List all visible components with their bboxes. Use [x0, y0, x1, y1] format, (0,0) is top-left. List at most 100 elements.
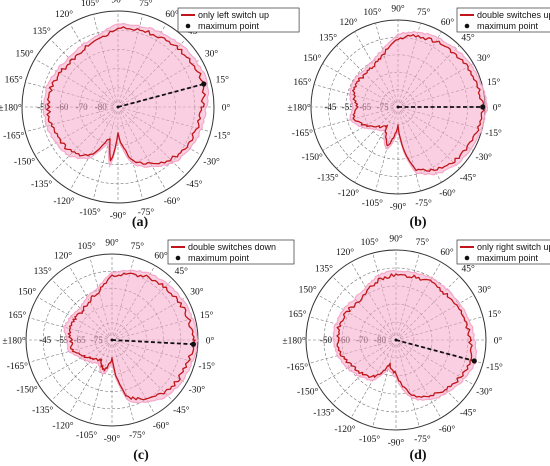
angle-tick-label: 120° — [336, 247, 354, 258]
angle-tick-label: 165° — [5, 75, 23, 86]
angle-tick-label: 135° — [33, 26, 51, 37]
legend-box — [177, 7, 300, 33]
pattern-envelope-fill — [63, 269, 200, 404]
polar-outer-ring — [305, 249, 487, 431]
maximum-direction-line — [111, 339, 194, 346]
angle-tick-label: 75° — [417, 7, 431, 18]
pattern-envelope-fill — [348, 30, 488, 176]
angle-tick-label: 0° — [206, 336, 215, 347]
polar-origin — [110, 338, 114, 342]
legend-box — [456, 7, 550, 33]
polar-panel-d: 0° 15° 30°45° 60° 75° 90° 105° 120°135° 150° 165°… — [282, 234, 550, 463]
legend-box — [167, 239, 295, 265]
angle-tick-label: -90° — [388, 438, 405, 449]
angle-tick-label: ±180° — [282, 336, 305, 347]
angle-tick-label: -105° — [76, 430, 97, 441]
angle-tick-label: 135° — [319, 32, 337, 43]
angle-tick-label: -135° — [313, 408, 334, 419]
angle-tick-label: 75° — [416, 237, 430, 248]
angle-tick-label: -90° — [110, 211, 127, 222]
angle-tick-label: 30° — [205, 49, 219, 60]
angle-tick-label: 75° — [131, 241, 145, 252]
angle-tick-label: 105° — [81, 0, 99, 9]
angle-tick-label: -30° — [203, 157, 220, 168]
panel-label: (d) — [409, 448, 426, 463]
angle-tick-label: -30° — [476, 387, 493, 398]
angle-tick-label: 105° — [363, 7, 381, 18]
angle-tick-label: -165° — [3, 130, 24, 141]
angle-tick-label: 90° — [105, 238, 119, 249]
polar-grid-spoke — [50, 278, 109, 337]
legend-box — [456, 239, 550, 265]
polar-grid-spoke — [89, 344, 111, 424]
polar-grid-spoke — [28, 341, 108, 363]
angle-tick-label: 165° — [8, 310, 26, 321]
angle-tick-label: 60° — [154, 251, 168, 262]
angle-tick-label: -150° — [297, 387, 318, 398]
angle-tick-label: 105° — [361, 237, 379, 248]
angle-tick-label: -105° — [79, 207, 100, 218]
legend-max-label: maximum point — [477, 21, 539, 31]
angle-tick-label: -15° — [198, 361, 215, 372]
angle-tick-label: 90° — [389, 234, 403, 245]
angle-tick-label: -105° — [362, 198, 383, 209]
panel-label: (c) — [133, 448, 149, 463]
radial-tick-label: -55 — [56, 335, 68, 345]
angle-tick-label: -150° — [17, 385, 38, 396]
angle-tick-label: -105° — [359, 434, 380, 445]
angle-tick-label: -75° — [415, 198, 432, 209]
polar-grid-spoke — [68, 344, 110, 415]
angle-tick-label: 105° — [78, 241, 96, 252]
angle-tick-label: -165° — [292, 128, 313, 139]
angle-tick-label: 0° — [494, 336, 503, 347]
legend-max-label: maximum point — [198, 21, 260, 31]
angle-tick-label: 165° — [288, 309, 306, 320]
panel-label: (a) — [132, 215, 149, 230]
polar-origin — [394, 338, 398, 342]
angle-tick-label: -30° — [476, 152, 493, 163]
angle-tick-label: 135° — [34, 266, 52, 277]
angle-tick-label: -165° — [7, 361, 28, 372]
radial-tick-label: -45 — [324, 102, 336, 112]
angle-tick-label: 45° — [461, 32, 475, 43]
polar-grid-spoke — [37, 342, 108, 384]
angle-tick-label: -135° — [32, 405, 53, 416]
legend-series-label: double switches down — [188, 242, 276, 252]
angle-tick-label: 120° — [54, 251, 72, 262]
angle-tick-label: -150° — [14, 157, 35, 168]
angle-tick-label: -120° — [53, 196, 74, 207]
polar-grid-spoke — [375, 111, 397, 192]
pattern-envelope-fill — [332, 269, 478, 401]
angle-tick-label: ±180° — [287, 103, 310, 114]
polar-panel-b: 0° 15° 30°45° 60° 75° 90° 105° 120°135° 150° 165°… — [287, 4, 550, 230]
angle-tick-label: 120° — [339, 17, 357, 28]
pattern-series-line — [352, 34, 485, 172]
maximum-direction-line — [395, 339, 475, 362]
angle-tick-label: 75° — [139, 0, 153, 9]
angle-tick-label: 30° — [190, 287, 204, 298]
angle-tick-label: 15° — [200, 310, 214, 321]
angle-tick-label: -90° — [390, 202, 407, 213]
angle-tick-label: 30° — [478, 285, 492, 296]
legend-max-marker — [175, 255, 181, 261]
angle-tick-label: -135° — [317, 173, 338, 184]
legend-max-marker — [464, 23, 470, 29]
angle-tick-label: 45° — [461, 263, 475, 274]
angle-tick-label: -165° — [287, 362, 308, 373]
polar-panel-c: 0° 15° 30°45° 60° 75° 90° 105° 120°135° 150° 165°… — [2, 238, 295, 463]
maximum-direction-line — [117, 83, 205, 108]
maximum-point-marker — [201, 81, 207, 87]
angle-tick-label: -120° — [52, 420, 73, 431]
maximum-point-marker — [190, 341, 196, 347]
angle-tick-label: -120° — [338, 188, 359, 199]
polar-grid-spoke — [354, 111, 396, 183]
angle-tick-label: -90° — [104, 434, 121, 445]
legend-max-marker — [464, 255, 470, 261]
angle-tick-label: 90° — [111, 0, 125, 6]
angle-tick-label: ±180° — [0, 103, 22, 114]
angle-tick-label: 150° — [299, 285, 317, 296]
